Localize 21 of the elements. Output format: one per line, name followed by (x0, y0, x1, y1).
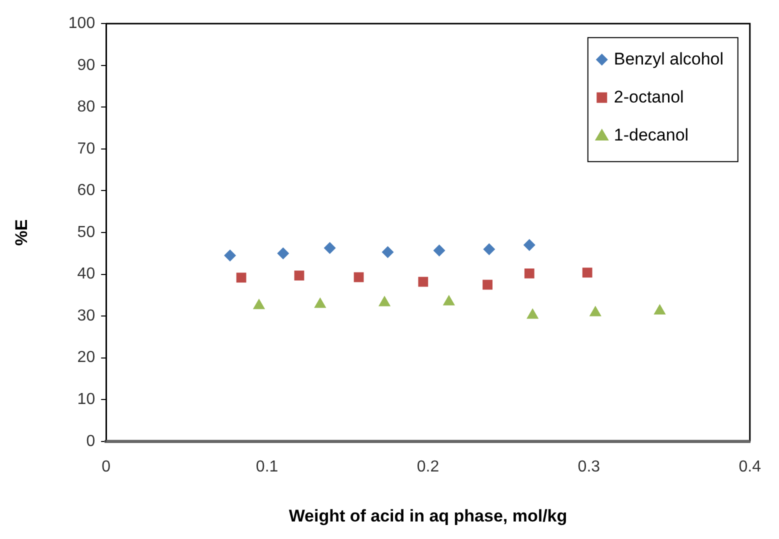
x-tick-label: 0.4 (738, 458, 762, 476)
y-tick-label: 80 (77, 98, 96, 116)
y-tick-label: 60 (77, 182, 96, 200)
legend-label: Benzyl alcohol (614, 49, 724, 68)
x-tick-label: 0.1 (256, 458, 278, 476)
y-tick-label: 30 (77, 307, 96, 324)
x-tick-label: 0.3 (578, 458, 600, 476)
x-tick-label: 0 (102, 458, 111, 476)
y-axis-title: %E (12, 219, 31, 246)
legend-label: 1-decanol (614, 125, 689, 144)
x-axis-title: Weight of acid in aq phase, mol/kg (288, 506, 568, 526)
x-tick-label: 0.2 (416, 458, 440, 476)
y-tick-label: 100 (68, 15, 96, 32)
y-tick-label: 40 (77, 266, 96, 283)
y-tick-label: 50 (77, 224, 96, 241)
legend-label: 2-octanol (614, 87, 684, 106)
y-tick-label: 90 (77, 56, 96, 74)
y-tick-label: 70 (77, 140, 96, 158)
y-tick-label: 20 (77, 349, 96, 366)
y-tick-label: 10 (77, 391, 96, 408)
y-tick-label: 0 (86, 432, 96, 450)
